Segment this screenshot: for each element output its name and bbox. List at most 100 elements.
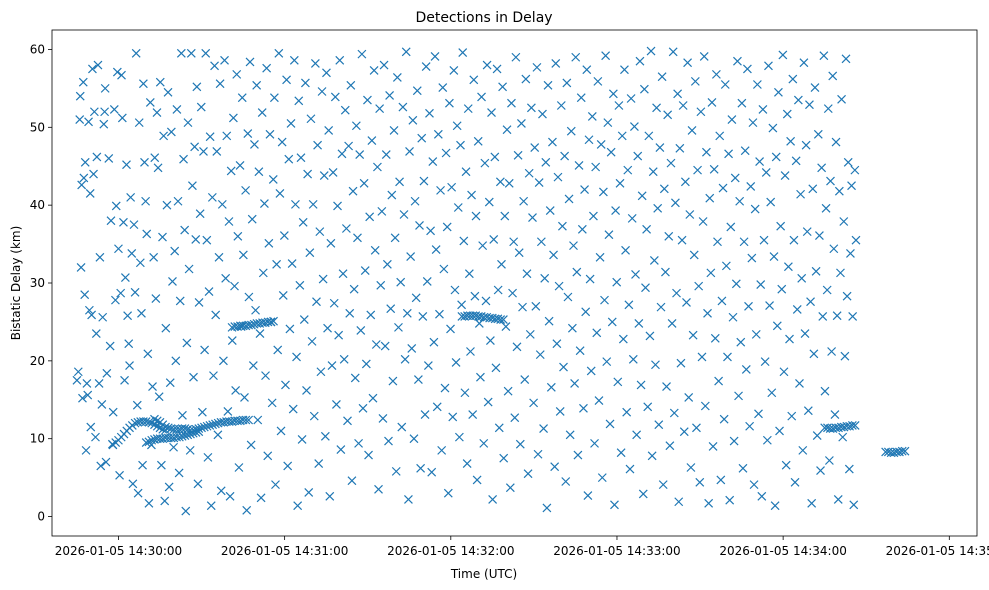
data-point [485,336,495,346]
data-point [731,279,741,289]
data-point [808,184,818,194]
data-point [491,363,501,373]
data-point [598,187,608,197]
data-point [786,136,796,146]
data-point [468,410,478,419]
data-point [89,107,99,117]
data-point [798,445,808,455]
data-point [78,393,87,403]
x-tick-label: 2026-01-05 14:33:00 [553,544,680,558]
data-point [544,316,554,326]
data-point [219,356,228,366]
data-point [346,80,356,90]
data-point [185,445,195,455]
data-point [656,302,666,312]
data-point [663,110,673,120]
data-point [828,71,838,81]
data-point [762,435,772,445]
data-point [556,101,566,110]
data-point [647,451,657,461]
data-point [176,48,186,58]
data-point [333,201,342,211]
data-point [293,501,303,511]
data-point [246,320,256,330]
data-point [353,233,362,243]
data-point [623,165,633,175]
data-point [462,459,472,469]
data-point [318,274,328,284]
data-point [324,125,334,135]
data-point [194,424,204,433]
data-point [761,168,771,177]
data-point [572,267,582,277]
data-point [253,415,263,425]
data-point [667,319,677,328]
data-point [562,78,572,88]
data-point [104,154,114,163]
data-point [128,479,138,489]
data-point [553,172,563,182]
data-point [632,430,642,440]
data-point [75,91,85,101]
data-point [710,333,720,343]
data-point [459,236,469,246]
data-point [384,436,393,446]
data-point [161,422,170,432]
data-point [548,137,557,147]
data-point [596,140,606,149]
data-point [144,437,154,447]
data-point [117,70,126,80]
data-point [584,135,594,145]
data-point [502,125,512,135]
data-point [183,430,193,440]
data-point [269,316,278,326]
data-point [225,491,235,501]
data-point [674,497,684,507]
data-point [86,422,96,432]
data-point [774,87,783,97]
data-point [192,82,202,92]
data-point [849,500,859,510]
data-point [174,432,184,442]
data-point [217,199,227,209]
data-point [294,96,304,106]
data-point [141,417,151,426]
y-tick-label: 0 [37,510,45,524]
data-point [365,212,375,222]
data-point [719,414,729,424]
data-point [189,372,198,382]
data-point [174,468,184,478]
data-point [266,317,276,327]
data-point [173,196,183,206]
data-point [594,396,604,405]
data-point [586,366,596,376]
data-point [450,285,460,295]
data-point [88,64,97,74]
data-point [816,466,825,476]
data-point [740,146,750,156]
data-point [570,378,580,388]
data-point [531,301,541,311]
y-axis-ticks: 0 10 20 30 40 50 60 [30,42,52,524]
data-point [601,51,611,61]
data-point [150,153,160,163]
data-point [453,203,463,212]
data-point [704,498,714,508]
data-point [224,217,234,226]
data-point [148,382,157,391]
data-point [708,442,718,451]
data-point [432,402,442,412]
data-point [197,423,206,433]
data-point [366,310,376,320]
data-point [481,296,491,306]
data-point [477,92,486,102]
data-point [504,178,514,188]
data-point [368,393,378,403]
data-point [735,196,745,206]
data-point [738,463,748,473]
data-point [82,378,92,388]
data-point [425,108,434,118]
data-point [275,189,285,198]
data-point [454,432,464,442]
data-point [689,250,699,260]
